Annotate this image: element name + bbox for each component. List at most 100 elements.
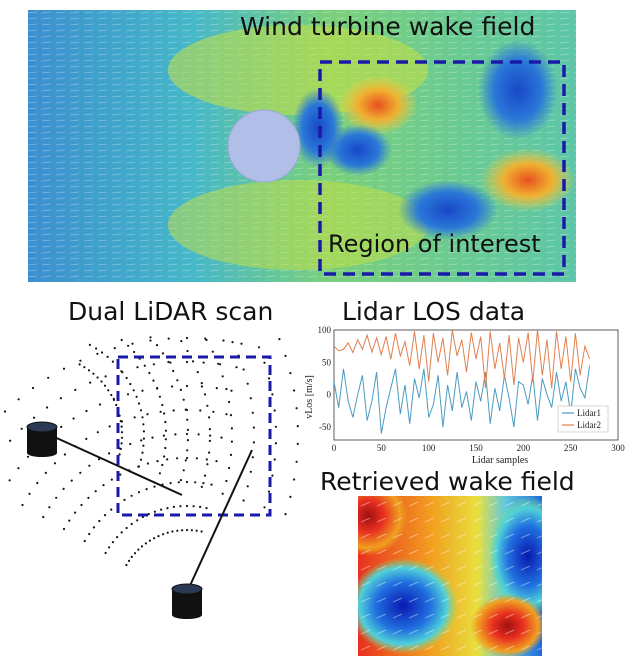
scan-dot-lidar2 (79, 359, 82, 362)
scan-dot-lidar1 (274, 442, 277, 445)
scan-dot-lidar2 (31, 386, 35, 390)
scan-dot-lidar2 (153, 537, 156, 540)
scan-dot-lidar1 (221, 492, 224, 495)
scan-dot-lidar1 (271, 393, 274, 396)
scan-dot-lidar2 (171, 385, 174, 388)
scan-dot-lidar1 (295, 407, 298, 410)
scan-dot-lidar2 (202, 361, 205, 364)
scan-dot-lidar1 (242, 368, 245, 371)
scan-dot-lidar2 (147, 513, 150, 516)
scan-dot-lidar1 (164, 438, 167, 441)
scan-diagram (0, 335, 300, 635)
scan-dot-lidar1 (164, 420, 167, 424)
los-xtick: 250 (564, 443, 578, 453)
scan-dot-lidar1 (142, 437, 145, 440)
scan-dot-lidar1 (208, 416, 211, 419)
scan-dot-lidar1 (100, 351, 104, 354)
scan-dot-lidar1 (155, 344, 159, 347)
scan-dot-lidar2 (240, 342, 243, 345)
scan-dot-lidar1 (252, 441, 255, 444)
scan-dot-lidar2 (110, 478, 113, 481)
scan-dot-lidar2 (179, 505, 182, 508)
scan-dot-lidar2 (235, 366, 238, 369)
los-series-lidar2 (333, 329, 591, 389)
roi-label: Region of interest (328, 230, 541, 258)
scan-dot-lidar2 (210, 483, 213, 486)
scan-dot-lidar2 (133, 416, 136, 419)
retrieved-field-image (328, 476, 568, 658)
scan-dot-lidar1 (120, 442, 123, 445)
scan-dot-lidar2 (177, 481, 180, 484)
scan-dot-lidar2 (130, 494, 133, 497)
scan-dot-lidar2 (151, 436, 154, 439)
scan-dot-lidar2 (9, 439, 12, 442)
turbine-cylinder (227, 109, 301, 183)
scan-dot-lidar1 (142, 430, 145, 433)
scan-dot-lidar1 (120, 425, 123, 428)
scan-dot-lidar2 (166, 531, 169, 534)
scan-dot-lidar2 (62, 527, 66, 531)
scan-dot-lidar1 (200, 485, 203, 488)
scan-dot-lidar2 (140, 439, 143, 442)
scan-dot-lidar1 (249, 470, 252, 473)
scan-dot-lidar1 (211, 350, 214, 353)
scan-dot-lidar1 (163, 412, 166, 415)
scan-dot-lidar2 (36, 481, 39, 485)
wake-field-panel: Wind turbine wake field Region of intere… (28, 10, 576, 282)
scan-dot-lidar1 (164, 446, 167, 450)
scan-dot-lidar1 (229, 453, 233, 456)
scan-dot-lidar2 (202, 482, 205, 485)
scan-dot-lidar2 (185, 408, 189, 412)
scan-dot-lidar1 (221, 375, 224, 378)
los-xtick: 300 (611, 443, 625, 453)
scan-dot-lidar2 (144, 542, 147, 545)
scan-dot-lidar2 (146, 462, 149, 465)
scan-dot-lidar1 (263, 506, 266, 509)
scan-dot-lidar1 (143, 364, 146, 367)
scan-dot-lidar1 (132, 389, 135, 392)
wake-field-title: Wind turbine wake field (240, 12, 536, 41)
scan-dot-lidar2 (153, 510, 156, 513)
scan-dot-lidar1 (167, 360, 170, 364)
scan-dot-lidar1 (103, 384, 107, 387)
scan-dot-lidar1 (179, 388, 182, 391)
scan-dot-lidar2 (225, 413, 228, 416)
scan-dot-lidar2 (127, 559, 131, 562)
los-chart: 0 50 100 150 200 250 300 -50 0 50 100 Lidar1 Lidar… (300, 322, 630, 467)
scan-dot-lidar1 (92, 372, 95, 375)
scan-dot-lidar2 (199, 409, 202, 412)
scan-title: Dual LiDAR scan (68, 297, 274, 326)
scan-dot-lidar2 (192, 505, 195, 508)
scan-dot-lidar2 (108, 546, 111, 549)
scan-dot-lidar2 (130, 555, 133, 558)
lidar1-beam (49, 434, 183, 496)
scan-dot-lidar2 (160, 508, 163, 511)
los-xtick: 0 (332, 443, 337, 453)
scan-dot-lidar2 (32, 416, 36, 419)
scan-dot-lidar1 (289, 372, 292, 375)
scan-dot-lidar1 (295, 460, 298, 463)
scan-dot-lidar2 (185, 480, 189, 484)
scan-dot-lidar2 (98, 519, 101, 523)
scan-dot-lidar2 (194, 481, 197, 484)
scan-dot-lidar2 (3, 410, 7, 413)
scan-dot-lidar1 (184, 459, 187, 462)
scan-dot-lidar1 (200, 382, 203, 385)
scan-dot-lidar2 (205, 458, 208, 461)
scan-dot-lidar2 (55, 496, 58, 499)
scan-dot-lidar2 (103, 514, 107, 517)
scan-dot-lidar2 (212, 410, 215, 413)
scan-dot-lidar1 (267, 377, 271, 380)
scan-dot-lidar1 (158, 395, 161, 398)
scan-dot-lidar2 (185, 360, 189, 364)
scan-dot-lidar2 (172, 409, 175, 412)
scan-dot-lidar1 (251, 411, 254, 414)
scan-dot-lidar2 (108, 425, 111, 428)
scan-dot-lidar2 (116, 536, 119, 539)
scan-dot-lidar2 (195, 457, 198, 460)
scan-dot-lidar2 (159, 410, 162, 413)
scan-dot-lidar2 (169, 482, 172, 485)
scan-dot-lidar2 (123, 498, 126, 501)
scan-dot-lidar2 (80, 503, 83, 507)
scan-dot-lidar2 (136, 519, 139, 522)
